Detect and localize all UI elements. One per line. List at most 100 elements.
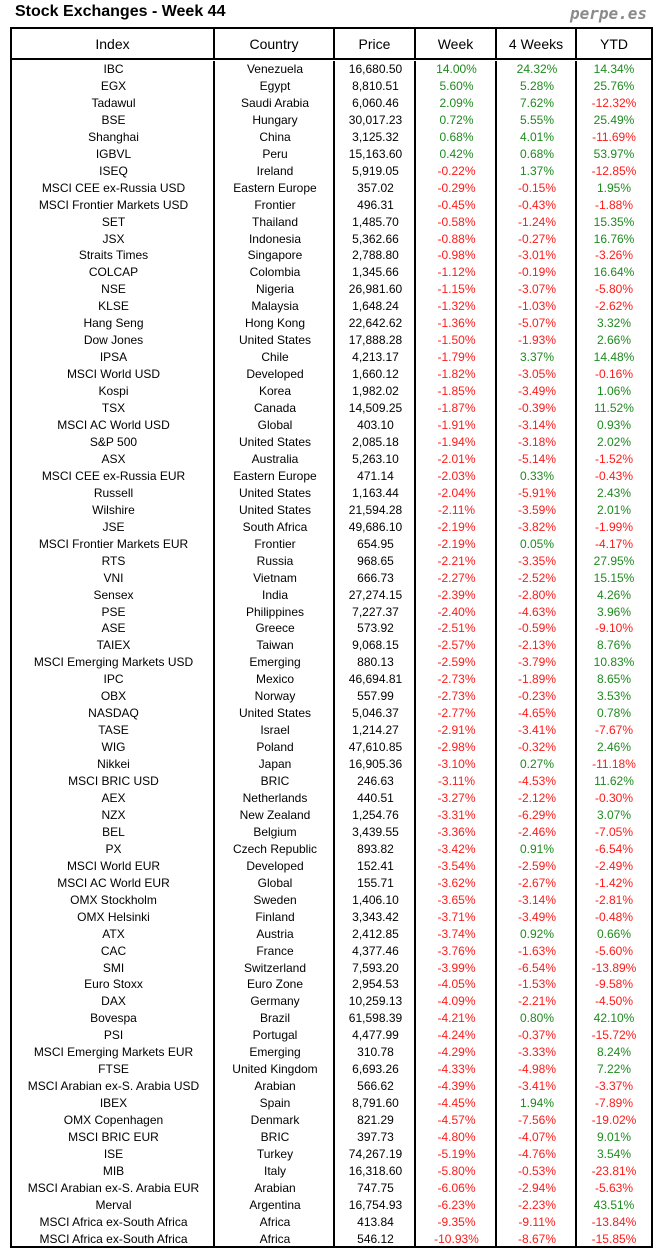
table-row: IPC Mexico 46,694.81 -2.73% -1.89% 8.65% [12, 671, 651, 688]
4-weeks-cell: -5.14% [517, 451, 557, 466]
index-cell: Straits Times [78, 248, 149, 263]
table-rows: IBC Venezuela 16,680.50 14.00% 24.32% 14.34% E… [12, 61, 651, 1246]
table-row: IBC Venezuela 16,680.50 14.00% 24.32% 14.34% [12, 61, 651, 78]
index-cell: EGX [100, 78, 127, 93]
4-weeks-cell: -4.65% [517, 706, 557, 721]
index-cell: MSCI Emerging Markets EUR [33, 1045, 194, 1060]
table-row: OBX Norway 557.99 -2.73% -0.23% 3.53% [12, 688, 651, 705]
price-cell: 4,377.46 [352, 943, 399, 958]
table-row: MSCI AC World USD Global 403.10 -1.91% -3.14… [12, 417, 651, 434]
price-cell: 9,068.15 [352, 638, 399, 653]
ytd-cell: 2.43% [596, 485, 632, 500]
table-row: Straits Times Singapore 2,788.80 -0.98% -3.0… [12, 247, 651, 264]
table-row: NZX New Zealand 1,254.76 -3.31% -6.29% 3.07% [12, 807, 651, 824]
week-cell: 5.60% [439, 78, 474, 93]
index-cell: TAIEX [96, 638, 131, 653]
4-weeks-cell: -0.19% [517, 265, 557, 280]
price-cell: 893.82 [357, 841, 394, 856]
index-cell: OMX Helsinki [77, 909, 150, 924]
price-cell: 246.63 [357, 774, 394, 789]
country-cell: United Kingdom [232, 1062, 318, 1077]
index-cell: MSCI World EUR [66, 858, 161, 873]
4-weeks-cell: -9.11% [518, 1214, 556, 1229]
4-weeks-cell: -1.89% [517, 672, 557, 687]
week-cell: -3.54% [437, 858, 476, 873]
country-cell: Spain [259, 1096, 291, 1111]
price-cell: 1,214.27 [352, 723, 399, 738]
week-cell: -3.99% [437, 960, 476, 975]
country-cell: Eastern Europe [233, 468, 317, 483]
index-cell: SET [101, 214, 126, 229]
ytd-cell: 3.53% [596, 689, 632, 704]
ytd-cell: 25.76% [593, 78, 635, 93]
country-cell: Italy [263, 1163, 286, 1178]
index-cell: WIG [101, 740, 126, 755]
header-country: Country [215, 29, 335, 58]
country-cell: United States [238, 706, 312, 721]
index-cell: CAC [100, 943, 127, 958]
4-weeks-cell: -4.53% [517, 774, 557, 789]
index-cell: ASX [101, 451, 126, 466]
country-cell: New Zealand [239, 807, 311, 822]
4-weeks-cell: -1.93% [517, 333, 557, 348]
table-row: BEL Belgium 3,439.55 -3.36% -2.46% -7.05% [12, 824, 651, 841]
4-weeks-cell: -0.59% [517, 621, 557, 636]
4-weeks-cell: -0.23% [517, 689, 557, 704]
country-cell: Argentina [249, 1197, 301, 1212]
week-cell: -3.76% [437, 943, 476, 958]
week-cell: -3.65% [437, 892, 476, 907]
price-cell: 8,810.51 [352, 78, 399, 93]
4-weeks-cell: -4.98% [517, 1062, 557, 1077]
country-cell: Taiwan [256, 638, 294, 653]
country-cell: United States [238, 485, 312, 500]
week-cell: -3.11% [437, 774, 476, 789]
week-cell: -2.39% [437, 587, 476, 602]
week-cell: -0.22% [437, 163, 476, 178]
4-weeks-cell: -2.94% [517, 1180, 557, 1195]
country-cell: Developed [246, 858, 304, 873]
index-cell: Euro Stoxx [84, 977, 143, 992]
ytd-cell: 7.22% [596, 1062, 632, 1077]
ytd-cell: -5.60% [594, 943, 634, 958]
ytd-cell: -2.62% [594, 299, 634, 314]
price-cell: 17,888.28 [348, 333, 403, 348]
country-cell: Israel [260, 723, 290, 738]
table-row: MSCI CEE ex-Russia USD Eastern Europe 357.… [12, 180, 651, 197]
week-cell: -2.59% [437, 655, 476, 670]
country-cell: Arabian [254, 1180, 296, 1195]
country-cell: BRIC [260, 774, 290, 789]
country-cell: Emerging [249, 655, 301, 670]
price-cell: 155.71 [357, 875, 394, 890]
week-cell: -1.50% [437, 333, 476, 348]
4-weeks-cell: -3.05% [517, 367, 557, 382]
country-cell: France [256, 943, 294, 958]
price-cell: 5,362.66 [352, 231, 399, 246]
ytd-cell: 8.65% [596, 672, 632, 687]
ytd-cell: -2.49% [594, 858, 634, 873]
price-cell: 3,125.32 [352, 129, 399, 144]
week-cell: -1.94% [437, 434, 476, 449]
ytd-cell: 11.52% [594, 401, 634, 416]
ytd-cell: 9.01% [596, 1130, 632, 1145]
table-row: JSX Indonesia 5,362.66 -0.88% -0.27% 16.76% [12, 231, 651, 248]
price-cell: 22,642.62 [348, 316, 403, 331]
price-cell: 14,509.25 [348, 401, 403, 416]
week-cell: -1.91% [437, 418, 476, 433]
index-cell: ISEQ [99, 163, 128, 178]
header-index: Index [12, 29, 215, 58]
ytd-cell: -13.89% [591, 960, 637, 975]
week-cell: -4.45% [437, 1096, 476, 1111]
price-cell: 573.92 [357, 621, 394, 636]
table-row: Wilshire United States 21,594.28 -2.11% -3.5… [12, 502, 651, 519]
ytd-cell: -2.81% [594, 892, 634, 907]
country-cell: Saudi Arabia [240, 95, 310, 110]
index-cell: S&P 500 [89, 434, 138, 449]
index-cell: IGBVL [95, 146, 132, 161]
week-cell: 0.72% [439, 112, 474, 127]
index-cell: Hang Seng [83, 316, 144, 331]
country-cell: Sweden [253, 892, 297, 907]
country-cell: Frontier [254, 536, 296, 551]
country-cell: Eastern Europe [233, 180, 317, 195]
table-row: MSCI Arabian ex-S. Arabia EUR Arabian 747.… [12, 1180, 651, 1197]
week-cell: -4.29% [437, 1045, 476, 1060]
